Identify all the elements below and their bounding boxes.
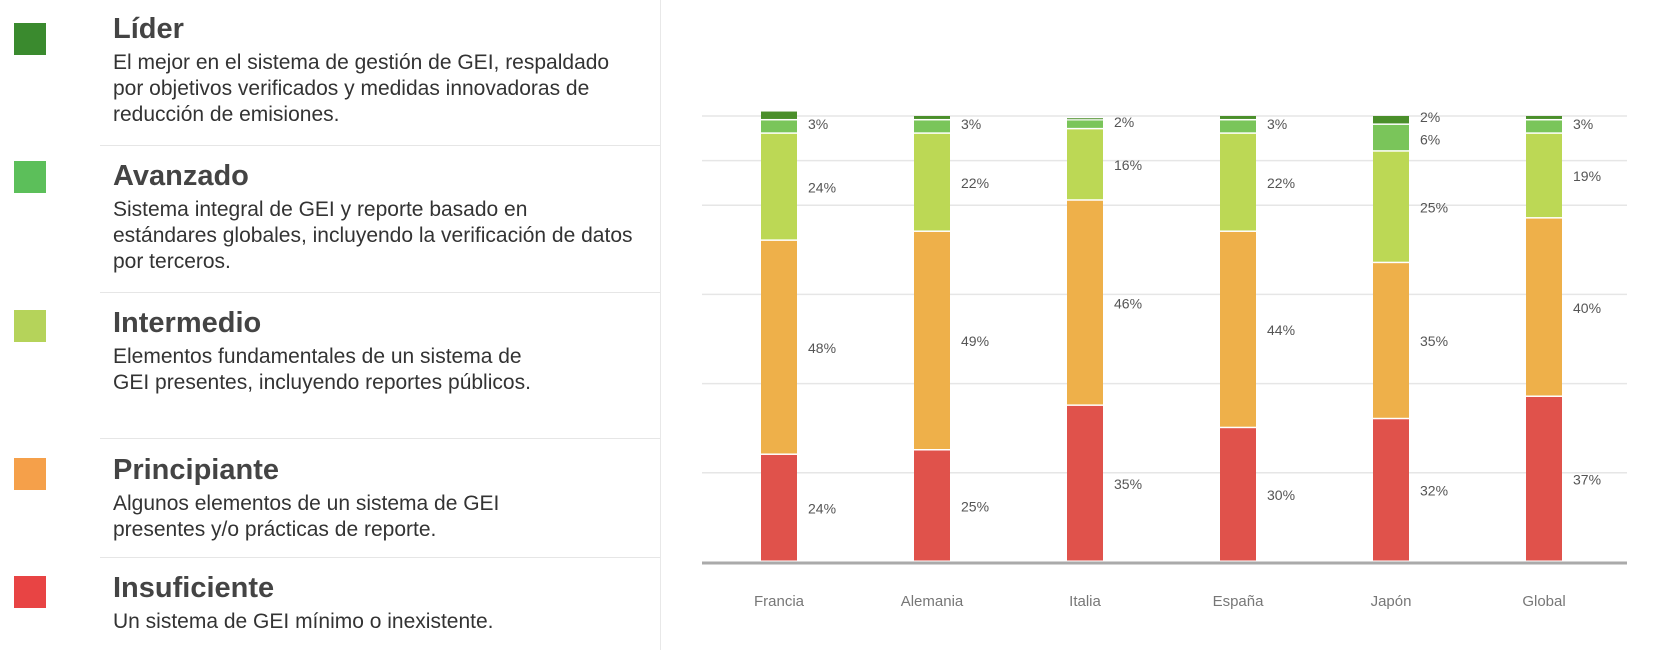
data-label: 35%: [1114, 476, 1142, 492]
data-label: 24%: [808, 500, 836, 516]
divider: [100, 145, 660, 146]
category-label: Francia: [754, 593, 805, 610]
data-label: 3%: [1267, 116, 1287, 132]
data-label: 44%: [1267, 322, 1295, 338]
category-label: Italia: [1069, 593, 1101, 610]
divider: [100, 557, 660, 558]
bar-segment-avanzado: [1373, 124, 1409, 151]
data-label: 16%: [1114, 157, 1142, 173]
bar-segment-líder: [1526, 116, 1562, 119]
legend-description: Elementos fundamentales de un sistema de…: [113, 345, 531, 394]
legend-description: Un sistema de GEI mínimo o inexistente.: [113, 610, 494, 633]
data-label: 32%: [1420, 483, 1448, 499]
category-label: Alemania: [901, 593, 964, 610]
data-label: 3%: [808, 116, 828, 132]
data-label: 3%: [1573, 116, 1593, 132]
bar-segment-principiante: [1067, 200, 1103, 405]
bar-segment-líder: [1220, 116, 1256, 119]
data-label: 22%: [961, 175, 989, 191]
bar-segment-insuficiente: [761, 454, 797, 561]
legend-title: Principiante: [113, 454, 279, 486]
legend-title: Líder: [113, 13, 184, 45]
avanzado-swatch: [14, 161, 46, 193]
data-label: 48%: [808, 340, 836, 356]
bar-segment-intermedio: [1373, 151, 1409, 262]
bar-segment-insuficiente: [1526, 396, 1562, 561]
insuficiente-swatch: [14, 576, 46, 608]
bar-segment-principiante: [1373, 263, 1409, 418]
legend-description: Sistema integral de GEI y reporte basado…: [113, 198, 633, 273]
bar-segment-principiante: [761, 240, 797, 454]
data-label: 19%: [1573, 168, 1601, 184]
bar-segment-insuficiente: [1067, 405, 1103, 561]
legend-description: El mejor en el sistema de gestión de GEI…: [113, 51, 610, 126]
legend-title: Avanzado: [113, 160, 249, 192]
bar-segment-avanzado: [914, 120, 950, 133]
bar-segment-insuficiente: [914, 450, 950, 561]
intermedio-swatch: [14, 310, 46, 342]
divider: [100, 438, 660, 439]
divider: [100, 292, 660, 293]
bar-segment-intermedio: [1220, 133, 1256, 231]
lider-swatch: [14, 23, 46, 55]
data-label: 22%: [1267, 175, 1295, 191]
bar-segment-insuficiente: [1220, 428, 1256, 561]
bar-segment-avanzado: [1220, 120, 1256, 133]
bar-segment-principiante: [914, 231, 950, 449]
bar-segment-intermedio: [1526, 133, 1562, 218]
legend-title: Insuficiente: [113, 572, 275, 604]
bar-segment-líder: [1373, 116, 1409, 124]
bar-segment-avanzado: [761, 120, 797, 133]
bar-segment-avanzado: [1067, 120, 1103, 128]
bar-segment-líder: [761, 111, 797, 119]
data-label: 25%: [1420, 199, 1448, 215]
data-label: 6%: [1420, 131, 1440, 147]
bar-segment-intermedio: [761, 133, 797, 240]
data-label: 37%: [1573, 471, 1601, 487]
data-label: 30%: [1267, 487, 1295, 503]
bar-segment-principiante: [1220, 231, 1256, 427]
legend-panel: Líder El mejor en el sistema de gestión …: [0, 0, 661, 650]
bar-segment-avanzado: [1526, 120, 1562, 133]
data-label: 24%: [808, 179, 836, 195]
bar-segment-principiante: [1526, 218, 1562, 396]
data-label: 40%: [1573, 300, 1601, 316]
data-label: 46%: [1114, 295, 1142, 311]
bar-segment-líder: [914, 116, 950, 119]
category-label: Global: [1522, 593, 1565, 610]
principiante-swatch: [14, 458, 46, 490]
legend-description: Algunos elementos de un sistema de GEI p…: [113, 492, 500, 541]
bar-segment-líder: [1067, 118, 1103, 120]
bar-segment-intermedio: [914, 133, 950, 231]
data-label: 35%: [1420, 333, 1448, 349]
bar-segment-intermedio: [1067, 129, 1103, 200]
category-label: Japón: [1371, 593, 1412, 610]
data-label: 25%: [961, 498, 989, 514]
data-label: 3%: [961, 116, 981, 132]
data-label: 49%: [961, 333, 989, 349]
bar-segment-insuficiente: [1373, 419, 1409, 561]
category-label: España: [1213, 593, 1265, 610]
data-label: 2%: [1420, 109, 1440, 125]
data-label: 2%: [1114, 114, 1134, 130]
legend-title: Intermedio: [113, 307, 262, 339]
